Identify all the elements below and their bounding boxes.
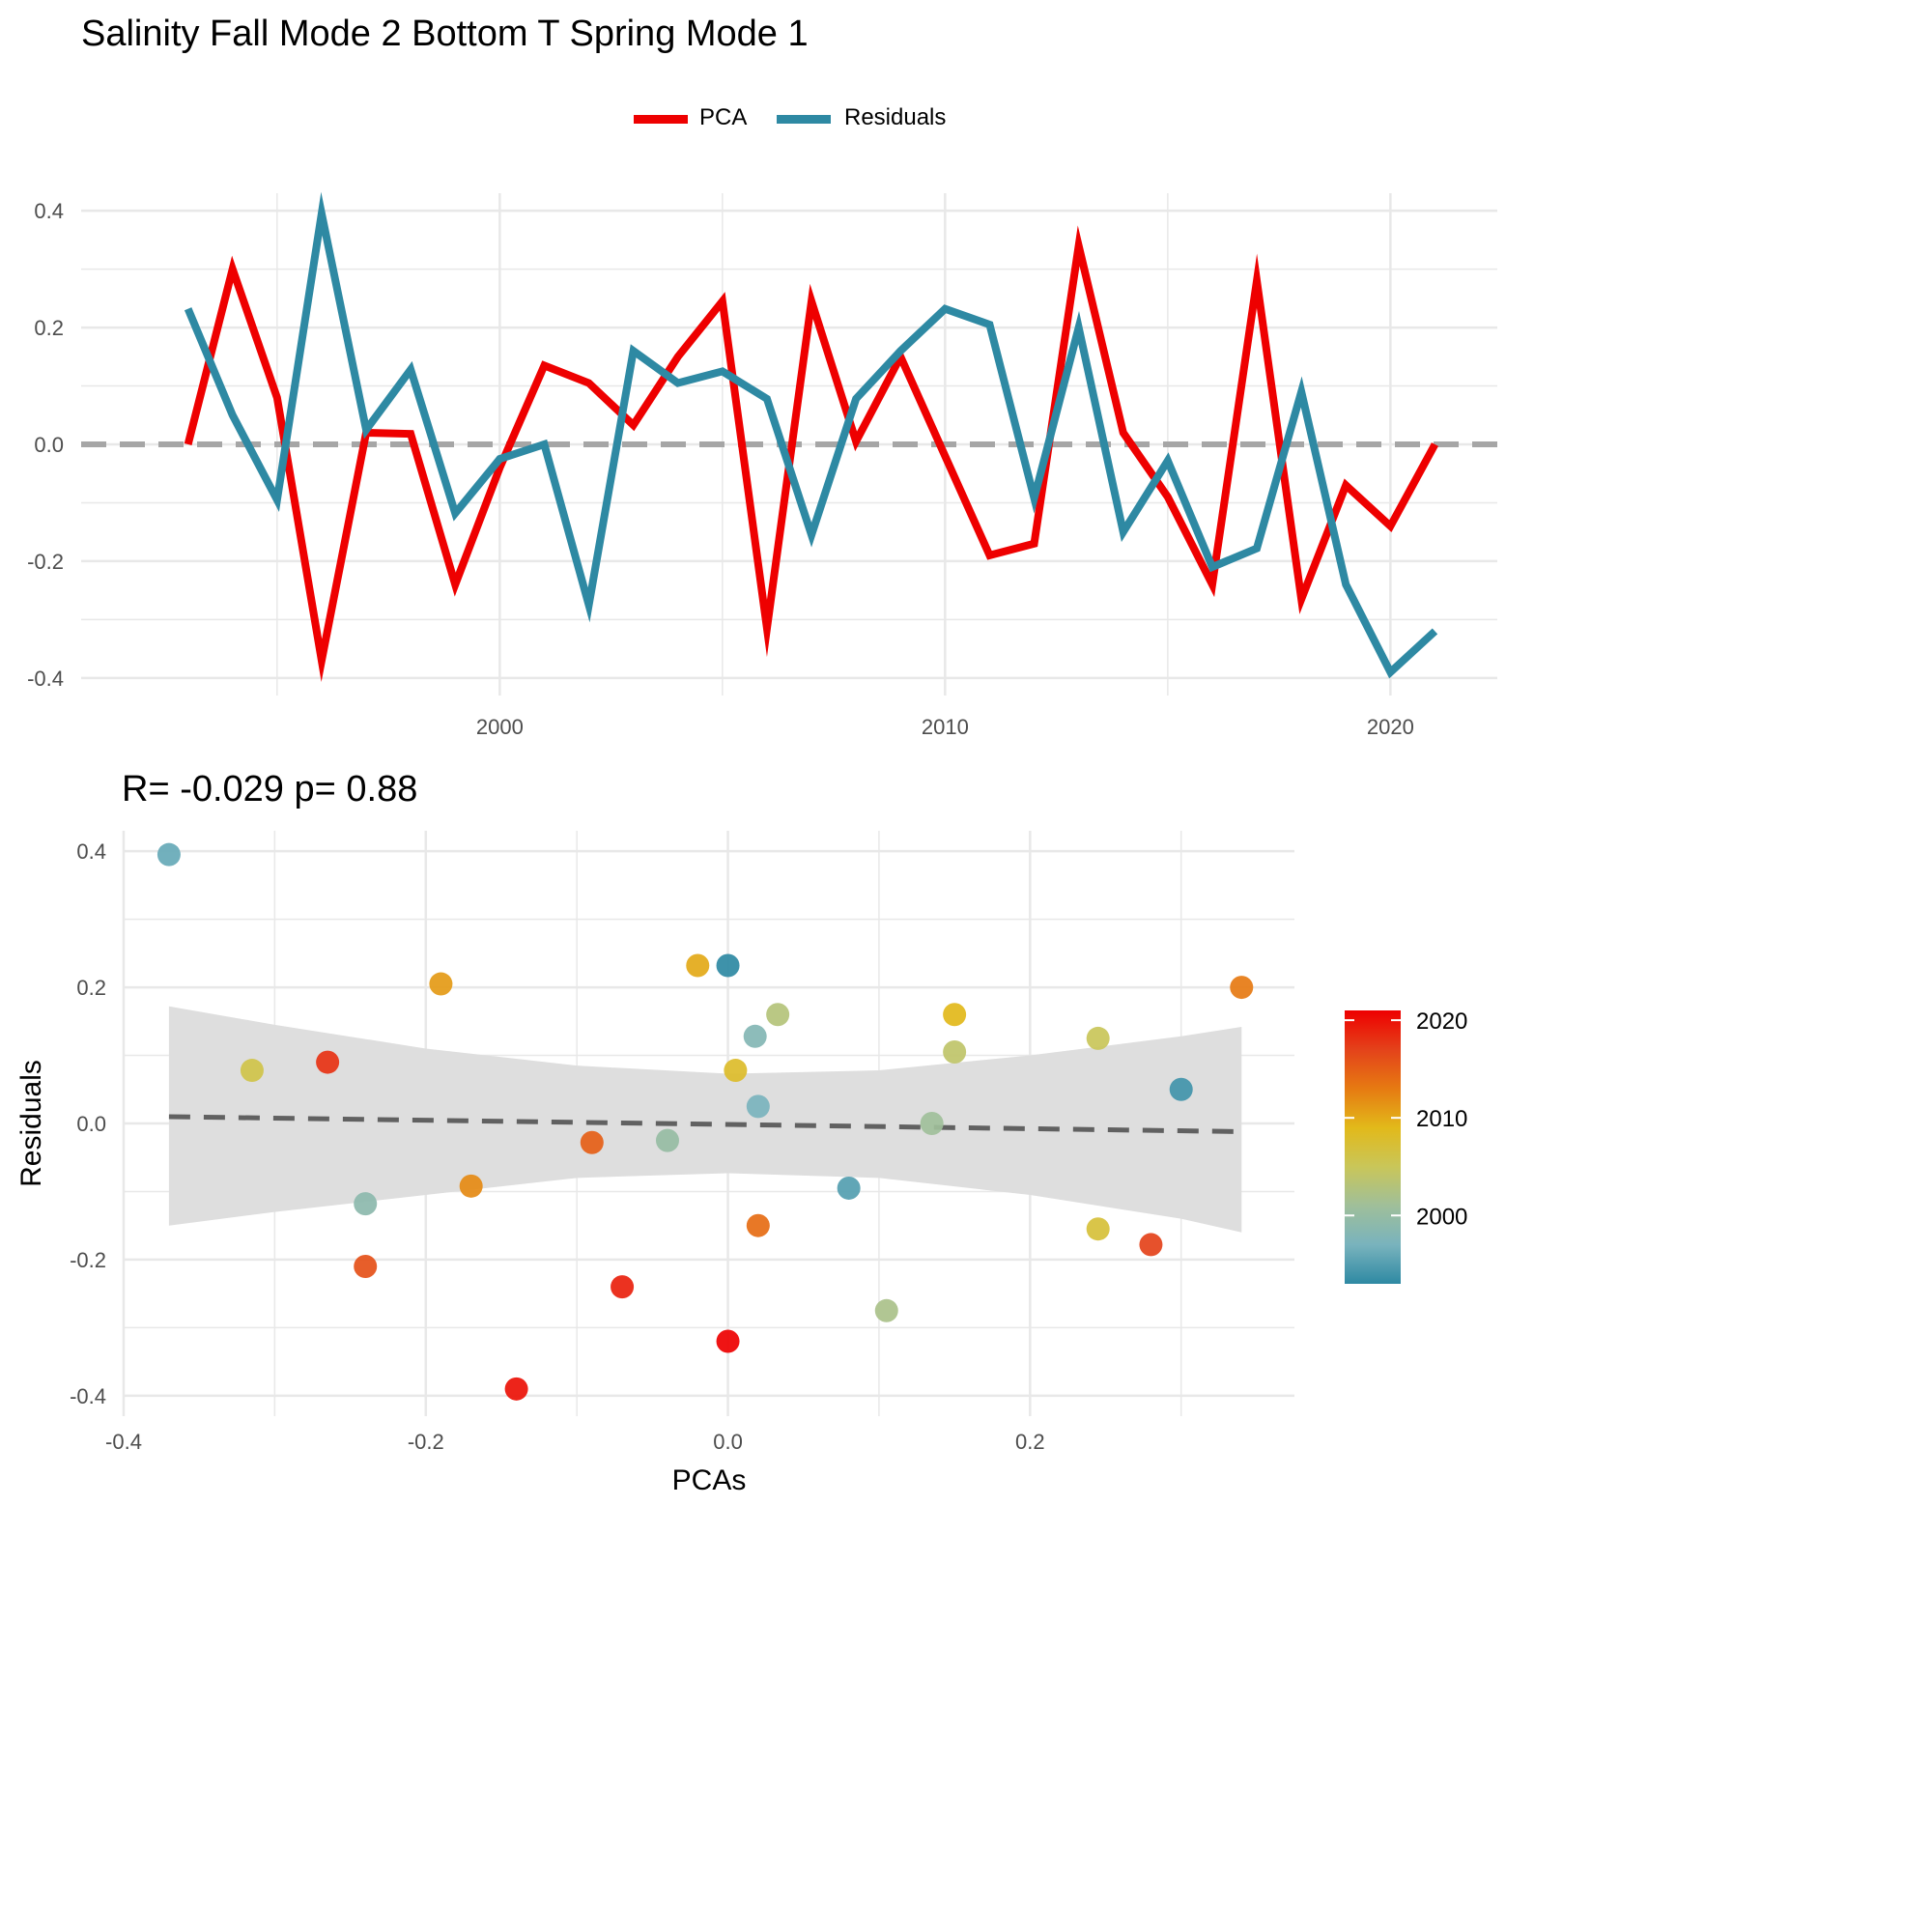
scatter-point (1086, 1026, 1110, 1050)
legend-label-residuals: Residuals (844, 104, 947, 130)
timeseries-chart: 0.4 0.2 0.0 -0.2 -0.4 2000 2010 2020 (27, 191, 1497, 739)
scatter-point (429, 972, 453, 996)
confidence-band (168, 1006, 1242, 1233)
scatter-point (837, 1176, 861, 1200)
legend: PCA Residuals (0, 100, 1515, 139)
x-tick-label: -0.2 (408, 1430, 444, 1454)
y-tick-label: -0.4 (27, 667, 64, 691)
scatter-point (716, 1329, 740, 1353)
scatter-point (354, 1254, 378, 1278)
y-tick-label: 0.0 (76, 1112, 106, 1136)
scatter-point (459, 1174, 483, 1198)
x-tick-label: 0.0 (713, 1430, 743, 1454)
timeseries-y-tick-labels: 0.4 0.2 0.0 -0.2 -0.4 (27, 199, 64, 691)
x-tick-label: 0.2 (1015, 1430, 1045, 1454)
scatter-point (746, 1213, 770, 1237)
y-tick-label: -0.2 (27, 550, 64, 574)
scatter-point (611, 1275, 635, 1299)
legend-swatch-residuals (777, 115, 831, 124)
scatter-x-tick-labels: -0.4 -0.2 0.0 0.2 (105, 1430, 1045, 1454)
scatter-chart: 0.4 0.2 0.0 -0.2 -0.4 -0.4 -0.2 0.0 0.2 PCAs Res… (15, 831, 1467, 1496)
scatter-point (716, 953, 740, 978)
legend-swatch-pca (634, 115, 688, 124)
scatter-point (943, 1003, 967, 1027)
scatter-point (1230, 976, 1254, 1000)
scatter-point (746, 1094, 770, 1119)
scatter-point (686, 953, 710, 978)
scatter-point (240, 1059, 264, 1083)
colorbar-tick-label: 2020 (1416, 1009, 1467, 1035)
x-tick-label: 2000 (476, 715, 524, 739)
scatter-point (1169, 1077, 1193, 1101)
scatter-point (580, 1130, 604, 1154)
timeseries-series (184, 191, 1438, 683)
year-colorbar: 2020 2010 2000 (1345, 1009, 1467, 1284)
x-tick-label: 2020 (1367, 715, 1414, 739)
y-tick-label: -0.2 (70, 1248, 106, 1272)
scatter-point (316, 1050, 340, 1074)
y-tick-label: 0.4 (76, 839, 106, 864)
scatter-point (504, 1377, 528, 1401)
colorbar-bar (1345, 1010, 1401, 1284)
scatter-points (156, 842, 1254, 1401)
series-line-pca (184, 225, 1438, 683)
scatter-y-tick-labels: 0.4 0.2 0.0 -0.2 -0.4 (70, 839, 106, 1408)
scatter-point (743, 1024, 767, 1048)
legend-label-pca: PCA (699, 104, 748, 130)
colorbar-tick-label: 2000 (1416, 1204, 1467, 1230)
scatter-point (156, 842, 181, 867)
scatter-axis-labels: PCAs Residuals (15, 1060, 746, 1496)
scatter-point (920, 1112, 944, 1135)
chart-title: Salinity Fall Mode 2 Bottom T Spring Mod… (81, 14, 809, 54)
confidence-band-area (168, 1006, 1242, 1233)
y-tick-label: 0.0 (34, 433, 64, 457)
scatter-point (874, 1298, 898, 1322)
scatter-point (943, 1040, 967, 1065)
x-axis-label: PCAs (672, 1464, 747, 1496)
correlation-stats: R= -0.029 p= 0.88 (122, 769, 418, 810)
regression-line (168, 1114, 1242, 1134)
x-tick-label: 2010 (922, 715, 969, 739)
series-line-residuals (184, 191, 1438, 679)
y-tick-label: 0.2 (34, 316, 64, 340)
y-tick-label: -0.4 (70, 1384, 106, 1408)
x-tick-label: -0.4 (105, 1430, 142, 1454)
timeseries-x-tick-labels: 2000 2010 2020 (476, 715, 1414, 739)
scatter-point (655, 1128, 679, 1152)
colorbar-tick-label: 2010 (1416, 1106, 1467, 1132)
scatter-point (724, 1059, 748, 1083)
y-tick-label: 0.2 (76, 976, 106, 1000)
scatter-point (354, 1192, 378, 1216)
trend-line (168, 1114, 1242, 1134)
scatter-point (1139, 1233, 1163, 1257)
y-tick-label: 0.4 (34, 199, 64, 223)
scatter-point (1086, 1217, 1110, 1241)
y-axis-label: Residuals (15, 1060, 47, 1187)
scatter-point (766, 1003, 790, 1027)
